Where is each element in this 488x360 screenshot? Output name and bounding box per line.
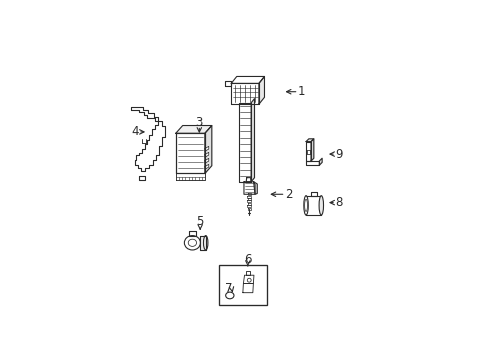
Polygon shape [204, 126, 211, 174]
Polygon shape [131, 107, 164, 171]
Polygon shape [231, 84, 259, 104]
Polygon shape [247, 203, 251, 205]
Ellipse shape [303, 196, 307, 215]
Polygon shape [310, 139, 313, 161]
Polygon shape [305, 139, 313, 141]
Polygon shape [175, 133, 204, 174]
Text: 8: 8 [335, 196, 342, 209]
Text: 9: 9 [335, 148, 343, 161]
Polygon shape [204, 158, 208, 163]
Polygon shape [239, 103, 251, 182]
Polygon shape [244, 182, 255, 194]
Bar [218, 265, 267, 305]
Polygon shape [243, 275, 253, 284]
Polygon shape [204, 146, 208, 151]
Polygon shape [259, 76, 264, 104]
Ellipse shape [319, 196, 323, 215]
Polygon shape [247, 201, 250, 202]
Polygon shape [247, 198, 251, 200]
Polygon shape [247, 193, 251, 195]
Polygon shape [189, 231, 195, 235]
Polygon shape [224, 81, 231, 86]
Text: 2: 2 [285, 188, 292, 201]
Polygon shape [231, 76, 264, 84]
Polygon shape [305, 141, 310, 161]
Polygon shape [245, 271, 249, 275]
Text: 7: 7 [224, 282, 232, 295]
Polygon shape [175, 126, 211, 133]
Polygon shape [247, 205, 250, 207]
Ellipse shape [203, 235, 207, 250]
Text: 4: 4 [131, 125, 138, 138]
Polygon shape [319, 158, 322, 165]
Text: 1: 1 [298, 85, 305, 98]
Polygon shape [139, 176, 144, 180]
Polygon shape [305, 161, 319, 165]
Polygon shape [175, 174, 204, 180]
Polygon shape [245, 177, 251, 182]
Polygon shape [305, 196, 321, 215]
Polygon shape [204, 152, 208, 157]
Text: 5: 5 [196, 216, 203, 229]
Polygon shape [204, 164, 208, 169]
Polygon shape [247, 208, 251, 210]
Polygon shape [200, 235, 205, 250]
Polygon shape [310, 192, 316, 196]
Polygon shape [251, 99, 254, 182]
Text: 6: 6 [244, 253, 251, 266]
Polygon shape [253, 182, 257, 194]
Polygon shape [247, 195, 250, 198]
Text: 3: 3 [195, 116, 203, 129]
Polygon shape [243, 284, 253, 293]
